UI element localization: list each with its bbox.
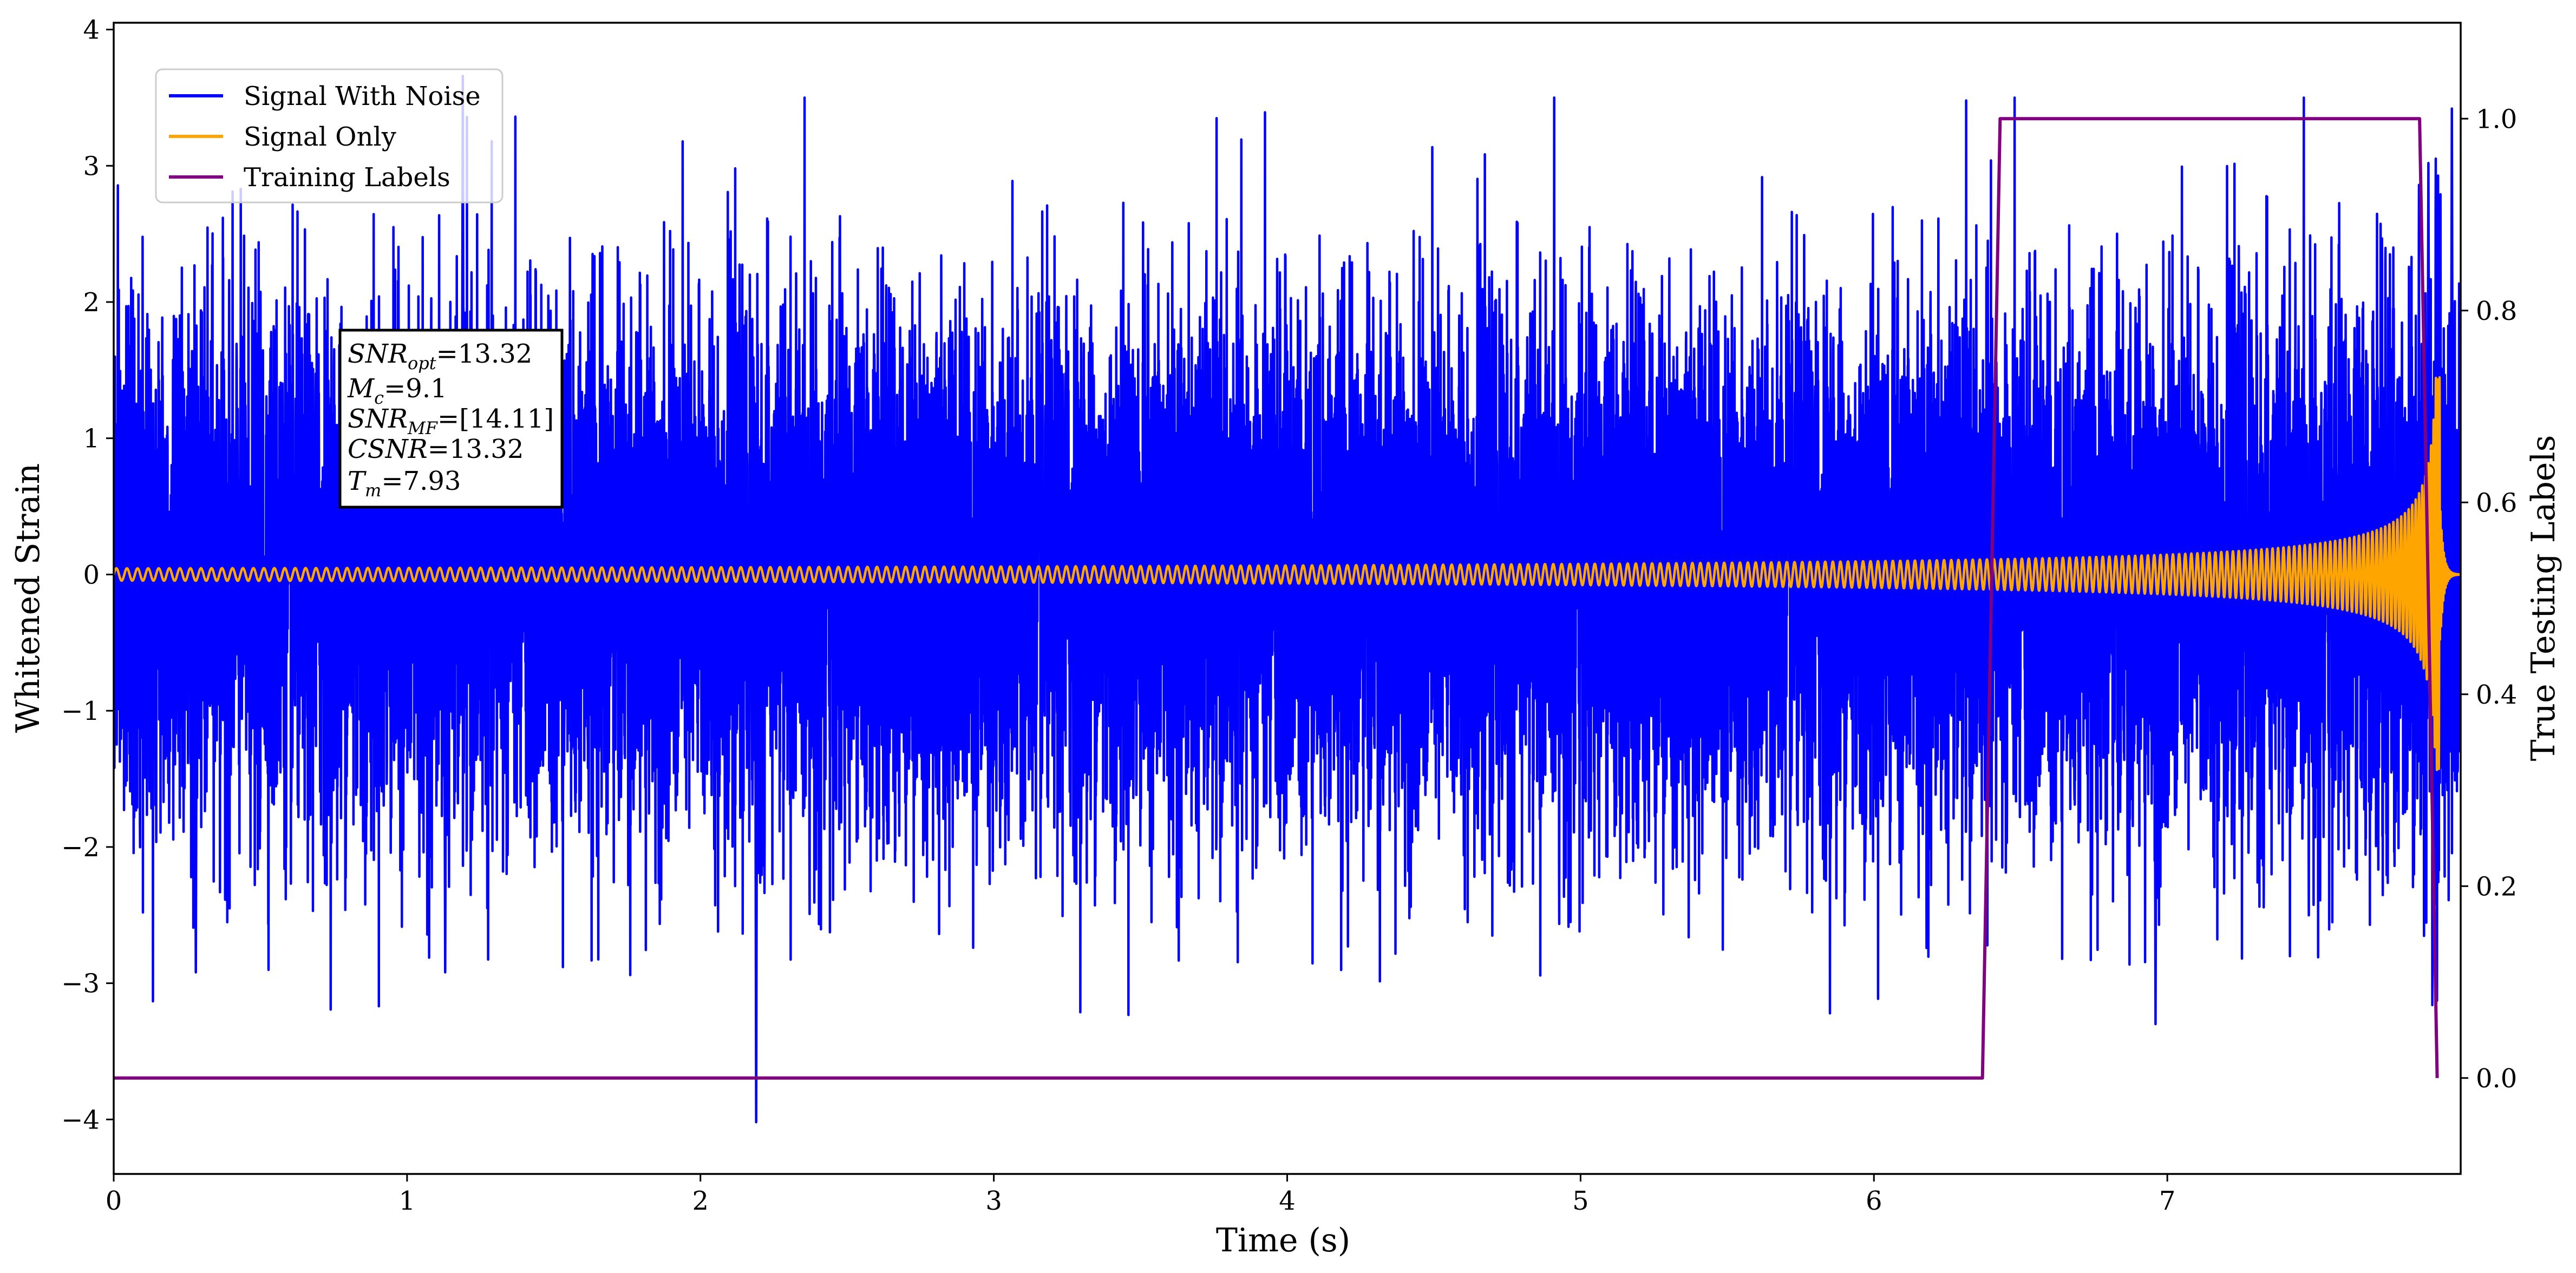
x-tick-label: 1: [399, 1186, 416, 1216]
y-tick-label: 4: [83, 15, 100, 45]
x-tick-label: 7: [2159, 1186, 2176, 1216]
annotation-line-csnr: CSNR=13.32: [348, 434, 524, 464]
annotation-line-mc: Mc=9.1: [347, 373, 447, 408]
y2-tick-label: 1.0: [2476, 104, 2517, 134]
legend-label-signal-only: Signal Only: [244, 122, 396, 152]
x-axis: 0 1 2 3 4 5 6 7: [106, 1174, 2176, 1216]
y-tick-label: −2: [61, 832, 100, 863]
y2-tick-label: 0.8: [2476, 296, 2517, 326]
x-tick-label: 3: [985, 1186, 1002, 1216]
x-tick-label: 5: [1572, 1186, 1589, 1216]
annotation-frame: [338, 329, 564, 509]
y-tick-label: 0: [83, 560, 100, 590]
x-tick-label: 2: [692, 1186, 709, 1216]
y2-tick-label: 0.2: [2476, 871, 2517, 902]
annotation-line-snr-mf: SNRMF=[14.11]: [348, 404, 554, 438]
y-tick-label: 3: [83, 151, 100, 181]
series-layer: [114, 74, 2461, 1124]
y-axis-right: 0.0 0.2 0.4 0.6 0.8 1.0: [2461, 104, 2517, 1094]
y2-tick-label: 0.6: [2476, 488, 2517, 518]
annotation-line-tm: Tm=7.93: [348, 466, 461, 501]
x-tick-label: 0: [106, 1186, 122, 1216]
y-axis-title: Whitened Strain: [9, 463, 47, 733]
y-tick-label: 2: [83, 287, 100, 318]
series-signal-with-noise: [114, 74, 2461, 1124]
y-tick-label: −4: [61, 1105, 100, 1135]
x-axis-title: Time (s): [1216, 1222, 1350, 1259]
legend: Signal With Noise Signal Only Training L…: [155, 68, 504, 204]
annotation-line-snr-opt: SNRopt=13.32: [348, 339, 532, 373]
y-tick-label: −1: [61, 696, 100, 726]
y2-tick-label: 0.4: [2476, 680, 2517, 710]
annotation-box: SNRopt=13.32 Mc=9.1 SNRMF=[14.11] CSNR=1…: [338, 329, 564, 509]
x-tick-label: 4: [1279, 1186, 1296, 1216]
y-axis-left: −4 −3 −2 −1 0 1 2 3 4: [61, 15, 114, 1135]
y2-axis-title: True Testing Labels: [2525, 435, 2562, 762]
series-signal-only: [114, 376, 2461, 771]
y2-tick-label: 0.0: [2476, 1064, 2517, 1094]
y-tick-label: −3: [61, 969, 100, 999]
legend-label-training-labels: Training Labels: [244, 162, 450, 193]
legend-label-signal-with-noise: Signal With Noise: [244, 81, 481, 111]
y-tick-label: 1: [83, 424, 100, 454]
series-training-labels: [114, 117, 2439, 1080]
legend-box: [155, 68, 504, 204]
x-tick-label: 6: [1866, 1186, 1882, 1216]
